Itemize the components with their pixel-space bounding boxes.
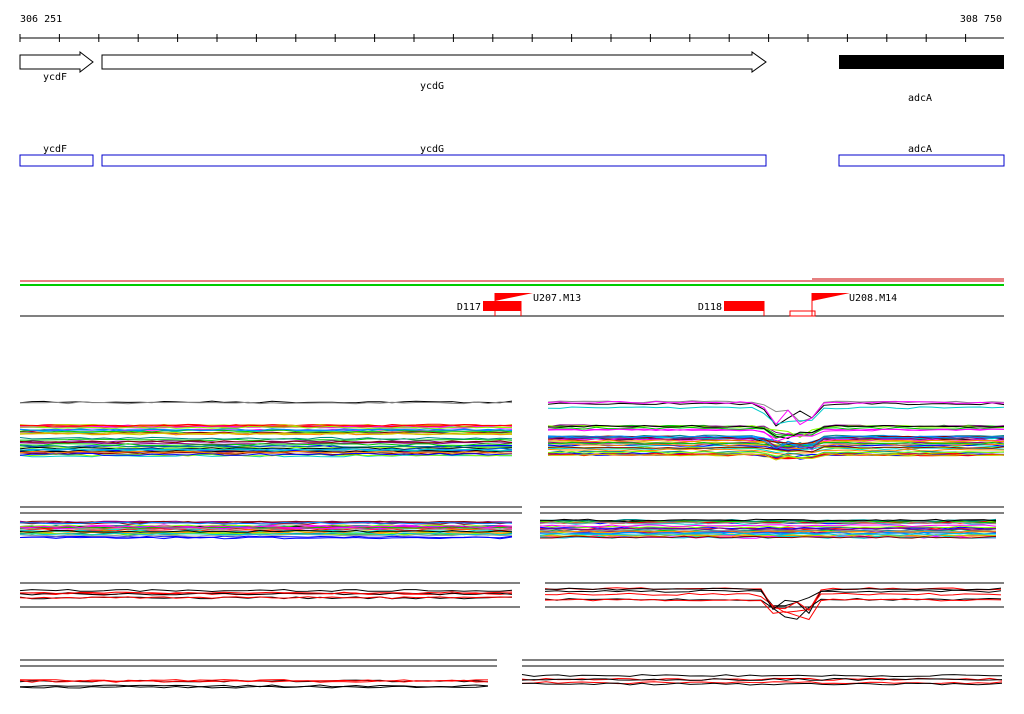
- track-curve: [539, 526, 997, 530]
- track-curve: [19, 596, 513, 600]
- track-curve: [539, 533, 997, 537]
- track-curve: [19, 444, 513, 448]
- track-curve: [547, 435, 1005, 449]
- track-curve: [544, 592, 1002, 613]
- track-curve: [19, 449, 513, 453]
- track-curve: [539, 527, 997, 531]
- track-curve: [19, 448, 513, 452]
- track-curve: [19, 440, 513, 444]
- track-curve: [20, 591, 513, 595]
- track-curve: [19, 684, 489, 688]
- track-curve: [19, 436, 513, 440]
- track-curve: [19, 535, 513, 539]
- track-curve: [547, 436, 1005, 449]
- ruler-ticks: [19, 34, 967, 42]
- track-curve: [548, 424, 1005, 440]
- track-curve: [547, 406, 1005, 425]
- track-curve: [547, 426, 1005, 439]
- track-curve: [547, 400, 1005, 426]
- track-curve: [19, 679, 489, 683]
- expression-tracks: [19, 400, 1005, 689]
- track-curve: [521, 674, 1003, 678]
- track-curve: [548, 453, 1005, 461]
- ruler-start: 306 251: [20, 14, 62, 25]
- feature-block: [724, 301, 764, 311]
- track-curve: [20, 424, 513, 428]
- track-curve: [547, 448, 1005, 456]
- track-curve: [539, 521, 997, 525]
- track-curve: [547, 446, 1005, 453]
- track-curve: [19, 429, 513, 433]
- gene-label: ycdG: [420, 81, 444, 92]
- track-curve: [19, 401, 513, 405]
- gene-label: adcA: [908, 93, 932, 104]
- track-curve: [539, 532, 996, 536]
- track-curve: [539, 518, 997, 522]
- track-curve: [19, 428, 513, 432]
- track-curve: [547, 447, 1005, 454]
- track-curve: [539, 525, 997, 529]
- track-curve: [521, 682, 1003, 686]
- gene-box: [19, 154, 94, 167]
- track-curve: [548, 450, 1005, 459]
- gene-box-label: ycdG: [420, 144, 444, 155]
- track-curve: [544, 587, 1002, 611]
- gene-label: ycdF: [43, 72, 67, 83]
- track-curve: [19, 588, 513, 593]
- track-curve: [547, 402, 1005, 427]
- track-curve: [544, 598, 1002, 621]
- track-curve: [19, 685, 489, 689]
- track-curve: [19, 450, 513, 454]
- track-curve: [540, 531, 997, 535]
- track-curve: [547, 425, 1005, 438]
- track-curve: [19, 536, 513, 540]
- track-curve: [521, 677, 1003, 681]
- ruler-end: 308 750: [960, 14, 1002, 25]
- track-curve: [539, 531, 997, 535]
- track-curve: [539, 529, 997, 533]
- gene-box-label: adcA: [908, 144, 932, 155]
- track-curve: [547, 439, 1005, 445]
- feature-label: D117: [457, 302, 481, 313]
- track-curve: [539, 530, 997, 534]
- track-curve: [19, 525, 513, 529]
- track-curve: [539, 524, 997, 528]
- track-curve: [19, 438, 513, 441]
- gene-arrow: [101, 51, 767, 73]
- track-curve: [540, 535, 997, 539]
- feature-label: D118: [698, 302, 722, 313]
- track-curve: [19, 452, 513, 456]
- track-curve: [19, 425, 512, 429]
- track-curve: [19, 521, 513, 525]
- track-curve: [19, 592, 513, 596]
- feature-label: U207.M13: [533, 293, 581, 304]
- gene-box: [838, 154, 1005, 167]
- gene-box: [101, 154, 767, 167]
- feature-label: U208.M14: [849, 293, 897, 304]
- track-curve: [19, 532, 513, 536]
- feature-outline: [789, 310, 816, 317]
- feature-block: [483, 301, 521, 311]
- track-curve: [19, 431, 513, 435]
- gene-block: [839, 55, 1004, 69]
- track-curve: [19, 443, 513, 447]
- gene-arrow: [19, 50, 94, 74]
- gene-box-label: ycdF: [43, 144, 67, 155]
- track-curve: [19, 529, 513, 533]
- feature-flag: [812, 293, 850, 301]
- track-curve: [19, 446, 513, 450]
- track-curve: [547, 450, 1005, 458]
- track-curve: [19, 533, 513, 537]
- feature-flag: [495, 293, 533, 301]
